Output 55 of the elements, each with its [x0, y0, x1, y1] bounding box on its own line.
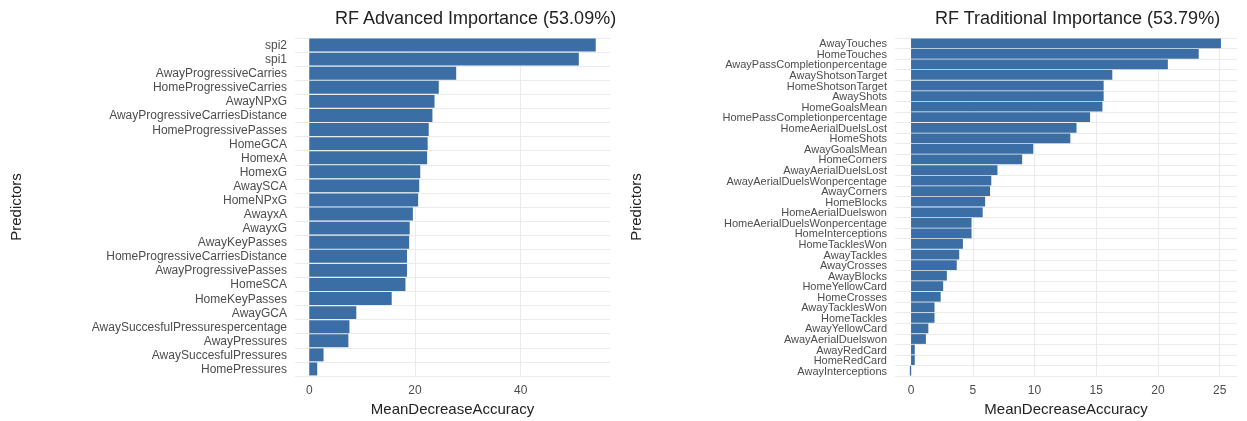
y-tick-label: spi1 [264, 52, 288, 67]
y-tick-label: AwayTackles [823, 248, 888, 261]
y-tick-label: AwaySCA [233, 178, 287, 193]
y-tick-label: AwayPassCompletionpercentage [725, 58, 887, 71]
y-tick-label: AwayProgressivePasses [155, 263, 287, 278]
y-tick-label: spi2 [264, 38, 288, 53]
x-tick-label: 20 [1151, 383, 1165, 397]
y-tick-label: AwayInterceptions [797, 364, 888, 377]
x-tick-label: 15 [1089, 383, 1104, 397]
y-tick-label: AwayKeyPasses [197, 235, 287, 250]
y-tick-label: HomePressures [200, 361, 287, 376]
y-tick-label: HomeCrosses [817, 290, 888, 303]
y-tick-label: HomeProgressiveCarriesDistance [106, 249, 288, 264]
y-tick-label: HomeAerialDuelswon [781, 206, 887, 219]
y-tick-label: HomeShots [829, 132, 888, 145]
y-tick-label: HomeAerialDuelsWonpercentage [723, 216, 887, 229]
chart-title: RF Advanced Importance (53.09%) [335, 8, 617, 28]
y-tick-label: AwayRedCard [816, 343, 887, 356]
y-axis-title: Predictors [627, 173, 644, 241]
y-tick-label: HomeSCA [230, 277, 287, 292]
y-tick-label: AwayProgressiveCarries [155, 66, 287, 81]
y-tick-label: AwayTouches [819, 37, 888, 50]
y-tick-label: AwayCrosses [819, 259, 888, 272]
chart-title: RF Traditional Importance (53.79%) [935, 8, 1221, 28]
y-tick-label: AwaySuccesfulPressurespercentage [91, 319, 288, 334]
x-axis-title: MeanDecreaseAccuracy [984, 399, 1149, 417]
y-tick-label: AwayPressures [203, 333, 287, 348]
y-tick-label: AwayAerialDuelsLost [783, 164, 887, 177]
x-tick-label: 0 [305, 383, 313, 397]
y-tick-label: AwayProgressiveCarriesDistance [109, 108, 288, 123]
y-tick-label: HomeProgressiveCarries [152, 80, 287, 95]
x-tick-label: 25 [1213, 383, 1227, 397]
y-tick-label: AwayNPxG [225, 94, 287, 109]
y-tick-label: HomexG [239, 164, 287, 179]
x-tick-label: 0 [907, 383, 915, 397]
y-axis-title: Predictors [7, 173, 24, 241]
y-tick-label: AwayxG [242, 221, 287, 236]
y-tick-label: HomeKeyPasses [194, 291, 287, 306]
y-tick-label: HomePassCompletionpercentage [722, 111, 887, 124]
x-tick-label: 40 [514, 383, 528, 397]
x-tick-label: 5 [969, 383, 977, 397]
x-tick-label: 10 [1027, 383, 1042, 397]
x-axis-title: MeanDecreaseAccuracy [370, 399, 535, 417]
y-tick-label: AwaySuccesfulPressures [151, 347, 287, 362]
y-tick-label: AwayGCA [231, 305, 287, 320]
x-tick-label: 20 [408, 383, 422, 397]
y-tick-label: AwayxA [243, 207, 287, 222]
y-tick-label: AwayTacklesWon [801, 301, 887, 314]
y-tick-label: AwayGoalsMean [804, 142, 887, 155]
y-tick-label: HomeNPxG [222, 192, 287, 207]
y-tick-label: HomeGCA [228, 136, 287, 151]
y-tick-label: HomeProgressivePasses [152, 122, 287, 137]
y-tick-label: AwayYellowCard [805, 322, 887, 335]
y-tick-label: HomexA [240, 150, 287, 165]
y-tick-label: AwayAerialDuelswon [783, 333, 887, 346]
